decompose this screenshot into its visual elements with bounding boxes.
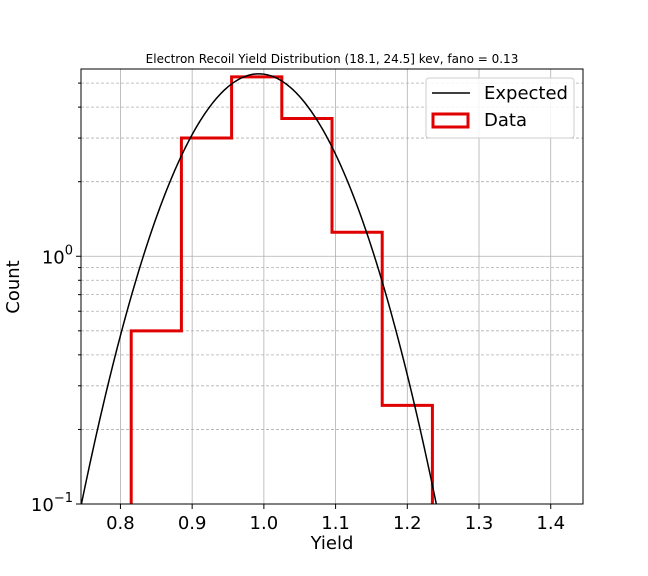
legend-label-expected: Expected [484,83,568,104]
x-axis-ticks: 0.8 0.9 1.0 1.1 1.2 1.3 1.4 [106,504,565,534]
grid [81,69,583,505]
x-tick-label-4: 1.2 [393,513,422,534]
series-expected-line [81,73,438,504]
x-tick-label-1: 0.9 [178,513,207,534]
x-tick-label-3: 1.1 [321,513,350,534]
x-tick-label-0: 0.8 [106,513,135,534]
x-tick-label-2: 1.0 [250,513,279,534]
plot-frame [80,68,584,505]
y-tick-label-0: 10−1 [31,491,73,516]
x-tick-label-5: 1.3 [465,513,494,534]
legend-swatch-data [431,112,470,129]
x-tick-label-6: 1.4 [536,513,565,534]
y-axis-label: Count [3,260,24,313]
legend: Expected Data [425,77,575,139]
legend-label-data: Data [484,110,527,131]
x-axis-label: Yield [310,533,354,554]
chart-title: Electron Recoil Yield Distribution (18.1… [146,52,519,66]
y-tick-label-1: 100 [42,243,73,268]
series-data-step [129,75,434,504]
y-axis-ticks: 10−1 100 [31,82,81,516]
